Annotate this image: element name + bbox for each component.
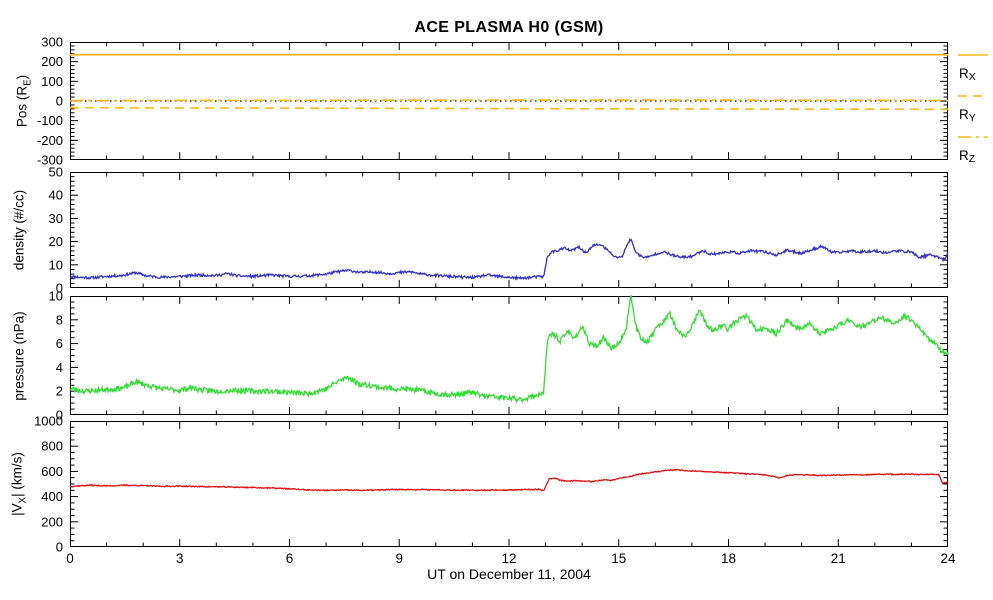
y-tick-label: 0 <box>56 281 63 296</box>
y-tick-label: 10 <box>49 289 63 304</box>
y-tick-label: 200 <box>41 54 63 69</box>
x-tick-label: 15 <box>611 551 626 566</box>
y-axis-title-pressure: pressure (nPa) <box>11 310 27 401</box>
x-tick-label: 9 <box>395 551 403 566</box>
legend-label: RY <box>959 107 976 124</box>
y-tick-label: 6 <box>56 336 63 351</box>
legend-label: RZ <box>959 148 976 165</box>
y-tick-label: 600 <box>41 464 63 479</box>
x-tick-label: 18 <box>721 551 736 566</box>
y-tick-label: 40 <box>49 188 63 203</box>
y-tick-label: 0 <box>56 540 63 555</box>
y-tick-label: 0 <box>56 94 63 109</box>
y-tick-label: -200 <box>37 133 63 148</box>
y-tick-label: -300 <box>37 153 63 168</box>
chart-title: ACE PLASMA H0 (GSM) <box>414 19 604 36</box>
y-tick-label: 2 <box>56 384 63 399</box>
y-tick-label: 30 <box>49 211 63 226</box>
y-axis-title-position: Pos (RE) <box>14 74 34 128</box>
trace-vx <box>69 468 948 492</box>
y-axis-title-density: density (#/cc) <box>11 189 27 271</box>
y-tick-label: 10 <box>49 257 63 272</box>
x-tick-label: 3 <box>176 551 184 566</box>
trace-RY <box>69 106 949 111</box>
y-tick-label: 20 <box>49 234 63 249</box>
y-tick-label: 400 <box>41 489 63 504</box>
legend-label: RX <box>959 66 976 83</box>
panel-pressure: 10 8 6 4 2 0 <box>49 289 949 423</box>
x-axis-title: UT on December 11, 2004 <box>427 566 591 582</box>
x-tick-label: 12 <box>501 551 516 566</box>
y-tick-label: -100 <box>37 113 63 128</box>
y-tick-label: 100 <box>41 74 63 89</box>
panel-frame <box>70 172 948 288</box>
y-tick-label: 1000 <box>34 414 63 429</box>
x-tick-label: 0 <box>66 551 74 566</box>
y-tick-label: 0 <box>56 408 63 423</box>
panel-density: 50 40 30 20 10 0 <box>49 165 949 296</box>
y-tick-label: 300 <box>41 35 63 50</box>
panel-frame <box>70 421 948 547</box>
trace-RZ <box>69 99 949 102</box>
panel-velocity: 1000 800 600 400 200 00 3 6 9 12 15 18 21 24 <box>34 414 956 567</box>
y-tick-label: 800 <box>41 439 63 454</box>
y-tick-label: 200 <box>41 514 63 529</box>
panel-frame <box>70 296 948 415</box>
trace-density <box>69 238 949 281</box>
panel-position: 300 200 100 0 -100 -200 -300 RX RY RZ <box>37 35 988 168</box>
x-tick-label: 21 <box>831 551 846 566</box>
y-tick-label: 4 <box>56 360 63 375</box>
trace-pressure <box>69 295 949 404</box>
y-tick-label: 8 <box>56 312 63 327</box>
x-tick-label: 6 <box>286 551 294 566</box>
x-tick-label: 24 <box>940 551 956 566</box>
y-tick-label: 50 <box>49 165 63 180</box>
y-axis-title-velocity: |VX| (km/s) <box>9 452 29 516</box>
